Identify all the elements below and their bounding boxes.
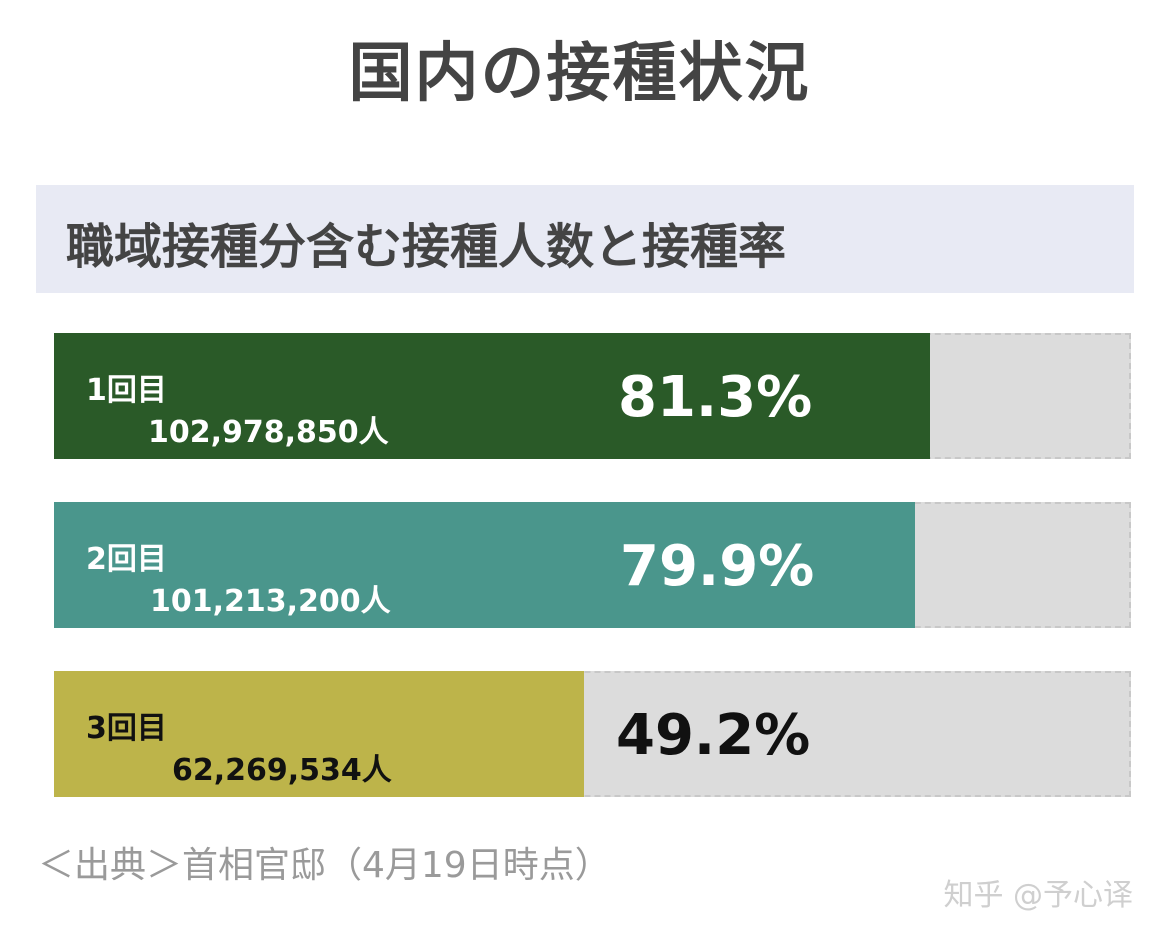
dose-count-3: 62,269,534人 [172,753,392,788]
bar-1 [54,333,930,459]
subtitle-banner: 職域接種分含む接種人数と接種率 [36,185,1134,293]
dose-label-1: 1回目 [86,373,167,408]
source-note: ＜出典＞首相官邸（4月19日時点） [38,845,611,886]
bar-track-1: 1回目 102,978,850人 81.3% [54,333,1131,459]
bar-2 [54,502,915,628]
rate-label-3: 49.2% [616,703,811,768]
rate-label-1: 81.3% [618,365,813,430]
rate-label-2: 79.9% [620,534,815,599]
page-title: 国内の接種状況 [348,37,811,111]
dose-label-2: 2回目 [86,542,167,577]
dose-count-1: 102,978,850人 [148,415,389,450]
dose-label-3: 3回目 [86,711,167,746]
bar-track-2: 2回目 101,213,200人 79.9% [54,502,1131,628]
bar-3 [54,671,584,797]
chart-subtitle: 職域接種分含む接種人数と接種率 [66,219,787,275]
watermark: 知乎 @予心译 [943,878,1133,913]
dose-count-2: 101,213,200人 [150,584,391,619]
bar-track-3: 3回目 62,269,534人 49.2% [54,671,1131,797]
